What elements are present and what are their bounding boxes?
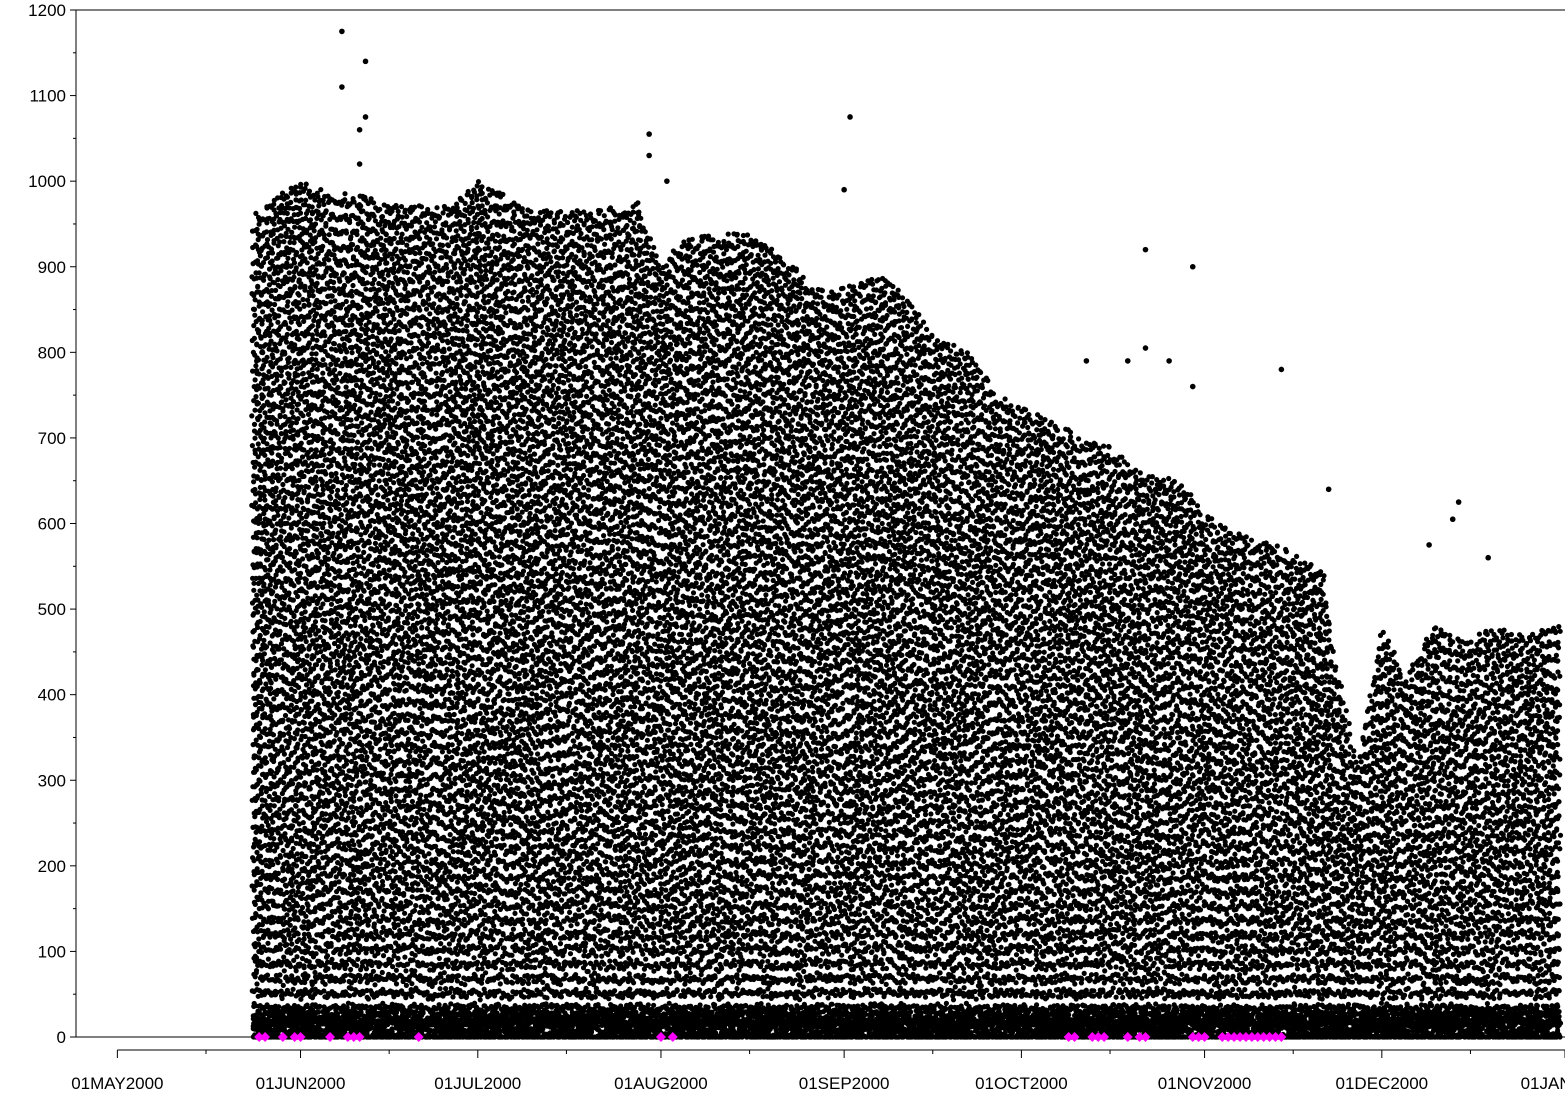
x-tick-label: 01AUG2000 xyxy=(614,1074,708,1093)
y-tick-label: 800 xyxy=(38,343,66,362)
magenta-diamond-point xyxy=(1140,1032,1151,1042)
magenta-diamond-point xyxy=(413,1032,424,1042)
x-tick-label: 01DEC2000 xyxy=(1336,1074,1429,1093)
magenta-diamond-point xyxy=(1199,1032,1210,1042)
magenta-diamond-point xyxy=(1235,1032,1246,1042)
y-tick-label: 1200 xyxy=(28,1,66,20)
y-tick-label: 500 xyxy=(38,600,66,619)
magenta-diamond-point xyxy=(1258,1032,1269,1042)
magenta-diamond-point xyxy=(1134,1032,1145,1042)
magenta-diamond-point xyxy=(1229,1032,1240,1042)
black-outlier-point xyxy=(362,114,369,120)
magenta-diamond-point xyxy=(1217,1032,1228,1042)
magenta-diamond-point xyxy=(295,1032,306,1042)
magenta-diamond-point xyxy=(1063,1032,1074,1042)
y-tick-label: 100 xyxy=(38,942,66,961)
black-outlier-point xyxy=(1189,263,1196,270)
magenta-diamond-point xyxy=(1252,1032,1263,1042)
black-outlier-point xyxy=(646,131,652,137)
black-outlier-point xyxy=(356,161,363,167)
black-outlier-point xyxy=(1449,516,1456,523)
x-tick-label: 01JUN2000 xyxy=(256,1074,346,1093)
magenta-diamond-point xyxy=(1122,1032,1133,1042)
magenta-diamond-point xyxy=(354,1032,365,1042)
black-outlier-point xyxy=(847,114,853,120)
magenta-diamond-point xyxy=(1223,1032,1234,1042)
magenta-diamond-point xyxy=(1093,1032,1104,1042)
black-outlier-point xyxy=(362,58,369,65)
black-outlier-point xyxy=(339,84,345,90)
magenta-diamond-point xyxy=(1240,1032,1251,1042)
magenta-diamond-point xyxy=(1276,1032,1287,1042)
y-tick-label: 0 xyxy=(57,1028,66,1047)
black-outlier-point xyxy=(356,127,363,133)
black-outlier-point xyxy=(1142,345,1149,351)
x-tick-label: 01JAN2001 xyxy=(1521,1074,1565,1093)
magenta-diamond-point xyxy=(277,1032,288,1042)
x-tick-label: 01NOV2000 xyxy=(1158,1074,1252,1093)
black-outlier-point xyxy=(1325,486,1332,493)
series-magenta-points xyxy=(254,1032,1287,1042)
y-tick-label: 200 xyxy=(38,857,66,876)
y-tick-label: 400 xyxy=(38,686,66,705)
black-outlier-point xyxy=(1083,358,1090,364)
x-tick-label: 01MAY2000 xyxy=(71,1074,163,1093)
x-tick-label: 01OCT2000 xyxy=(975,1074,1068,1093)
black-outlier-point xyxy=(664,178,670,184)
magenta-diamond-point xyxy=(342,1032,353,1042)
black-outlier-point xyxy=(1189,383,1196,390)
magenta-diamond-point xyxy=(348,1032,359,1042)
magenta-diamond-point xyxy=(1264,1032,1275,1042)
magenta-diamond-point xyxy=(1270,1032,1281,1042)
black-outlier-point xyxy=(1166,358,1172,364)
y-axis: 0 100 200 300 400 500 600 700 800 900 1000 1100 1200 xyxy=(28,1,76,1047)
y-tick-label: 900 xyxy=(38,258,66,277)
x-axis: 01MAY2000 01JUN2000 01JUL2000 01AUG2000 01SE… xyxy=(71,1049,1565,1093)
black-outlier-point xyxy=(1278,366,1285,373)
magenta-diamond-point xyxy=(1069,1032,1080,1042)
magenta-diamond-point xyxy=(325,1032,336,1042)
magenta-diamond-point xyxy=(1087,1032,1098,1042)
y-tick-label: 1100 xyxy=(29,87,66,106)
black-outlier-point xyxy=(1124,358,1131,364)
y-tick-label: 600 xyxy=(38,515,66,534)
black-outlier-point xyxy=(1142,246,1149,253)
x-tick-label: 01JUL2000 xyxy=(434,1074,521,1093)
magenta-diamond-point xyxy=(289,1032,300,1042)
magenta-diamond-point xyxy=(655,1032,666,1042)
magenta-diamond-point xyxy=(1187,1032,1198,1042)
magenta-diamond-point xyxy=(1246,1032,1257,1042)
magenta-diamond-point xyxy=(260,1032,271,1042)
series-black-points xyxy=(249,28,1564,1040)
black-outlier-point xyxy=(1485,554,1491,561)
magenta-diamond-point xyxy=(1193,1032,1204,1042)
magenta-diamond-point xyxy=(1099,1032,1110,1042)
black-outlier-point xyxy=(1426,542,1432,548)
black-outlier-point xyxy=(841,186,847,193)
y-tick-label: 300 xyxy=(38,771,66,790)
magenta-diamond-point xyxy=(254,1032,265,1042)
black-outlier-point xyxy=(339,28,345,35)
x-tick-label: 01SEP2000 xyxy=(799,1074,890,1093)
y-tick-label: 1000 xyxy=(28,172,66,191)
black-point-cloud xyxy=(249,179,1564,1040)
black-outlier-point xyxy=(646,152,652,159)
black-outlier-point xyxy=(1455,499,1462,505)
y-tick-label: 700 xyxy=(38,429,66,448)
magenta-diamond-point xyxy=(667,1032,678,1042)
